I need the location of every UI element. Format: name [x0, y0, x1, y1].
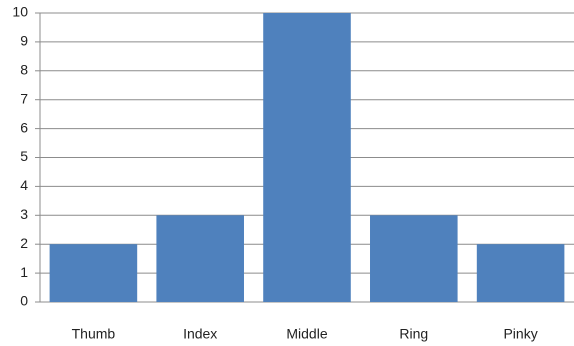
y-tick-label: 8 — [20, 62, 28, 78]
y-tick-label: 6 — [20, 119, 28, 135]
x-tick-label: Ring — [399, 326, 428, 342]
y-tick-label: 0 — [20, 293, 28, 309]
y-tick-label: 1 — [20, 264, 28, 280]
bar — [476, 244, 565, 302]
y-tick-label: 5 — [20, 148, 28, 164]
y-tick-label: 7 — [20, 90, 28, 106]
bar — [156, 215, 244, 302]
y-tick-label: 3 — [20, 206, 28, 222]
x-tick-label: Index — [183, 326, 217, 342]
bar — [263, 13, 351, 302]
y-tick-label: 4 — [20, 177, 28, 193]
y-tick-label: 10 — [12, 4, 28, 20]
x-tick-label: Thumb — [72, 326, 116, 342]
bar — [370, 215, 458, 302]
y-tick-label: 2 — [20, 235, 28, 251]
x-tick-label: Pinky — [503, 326, 537, 342]
y-tick-label: 9 — [20, 33, 28, 49]
bar — [49, 244, 138, 302]
x-tick-label: Middle — [286, 326, 327, 342]
